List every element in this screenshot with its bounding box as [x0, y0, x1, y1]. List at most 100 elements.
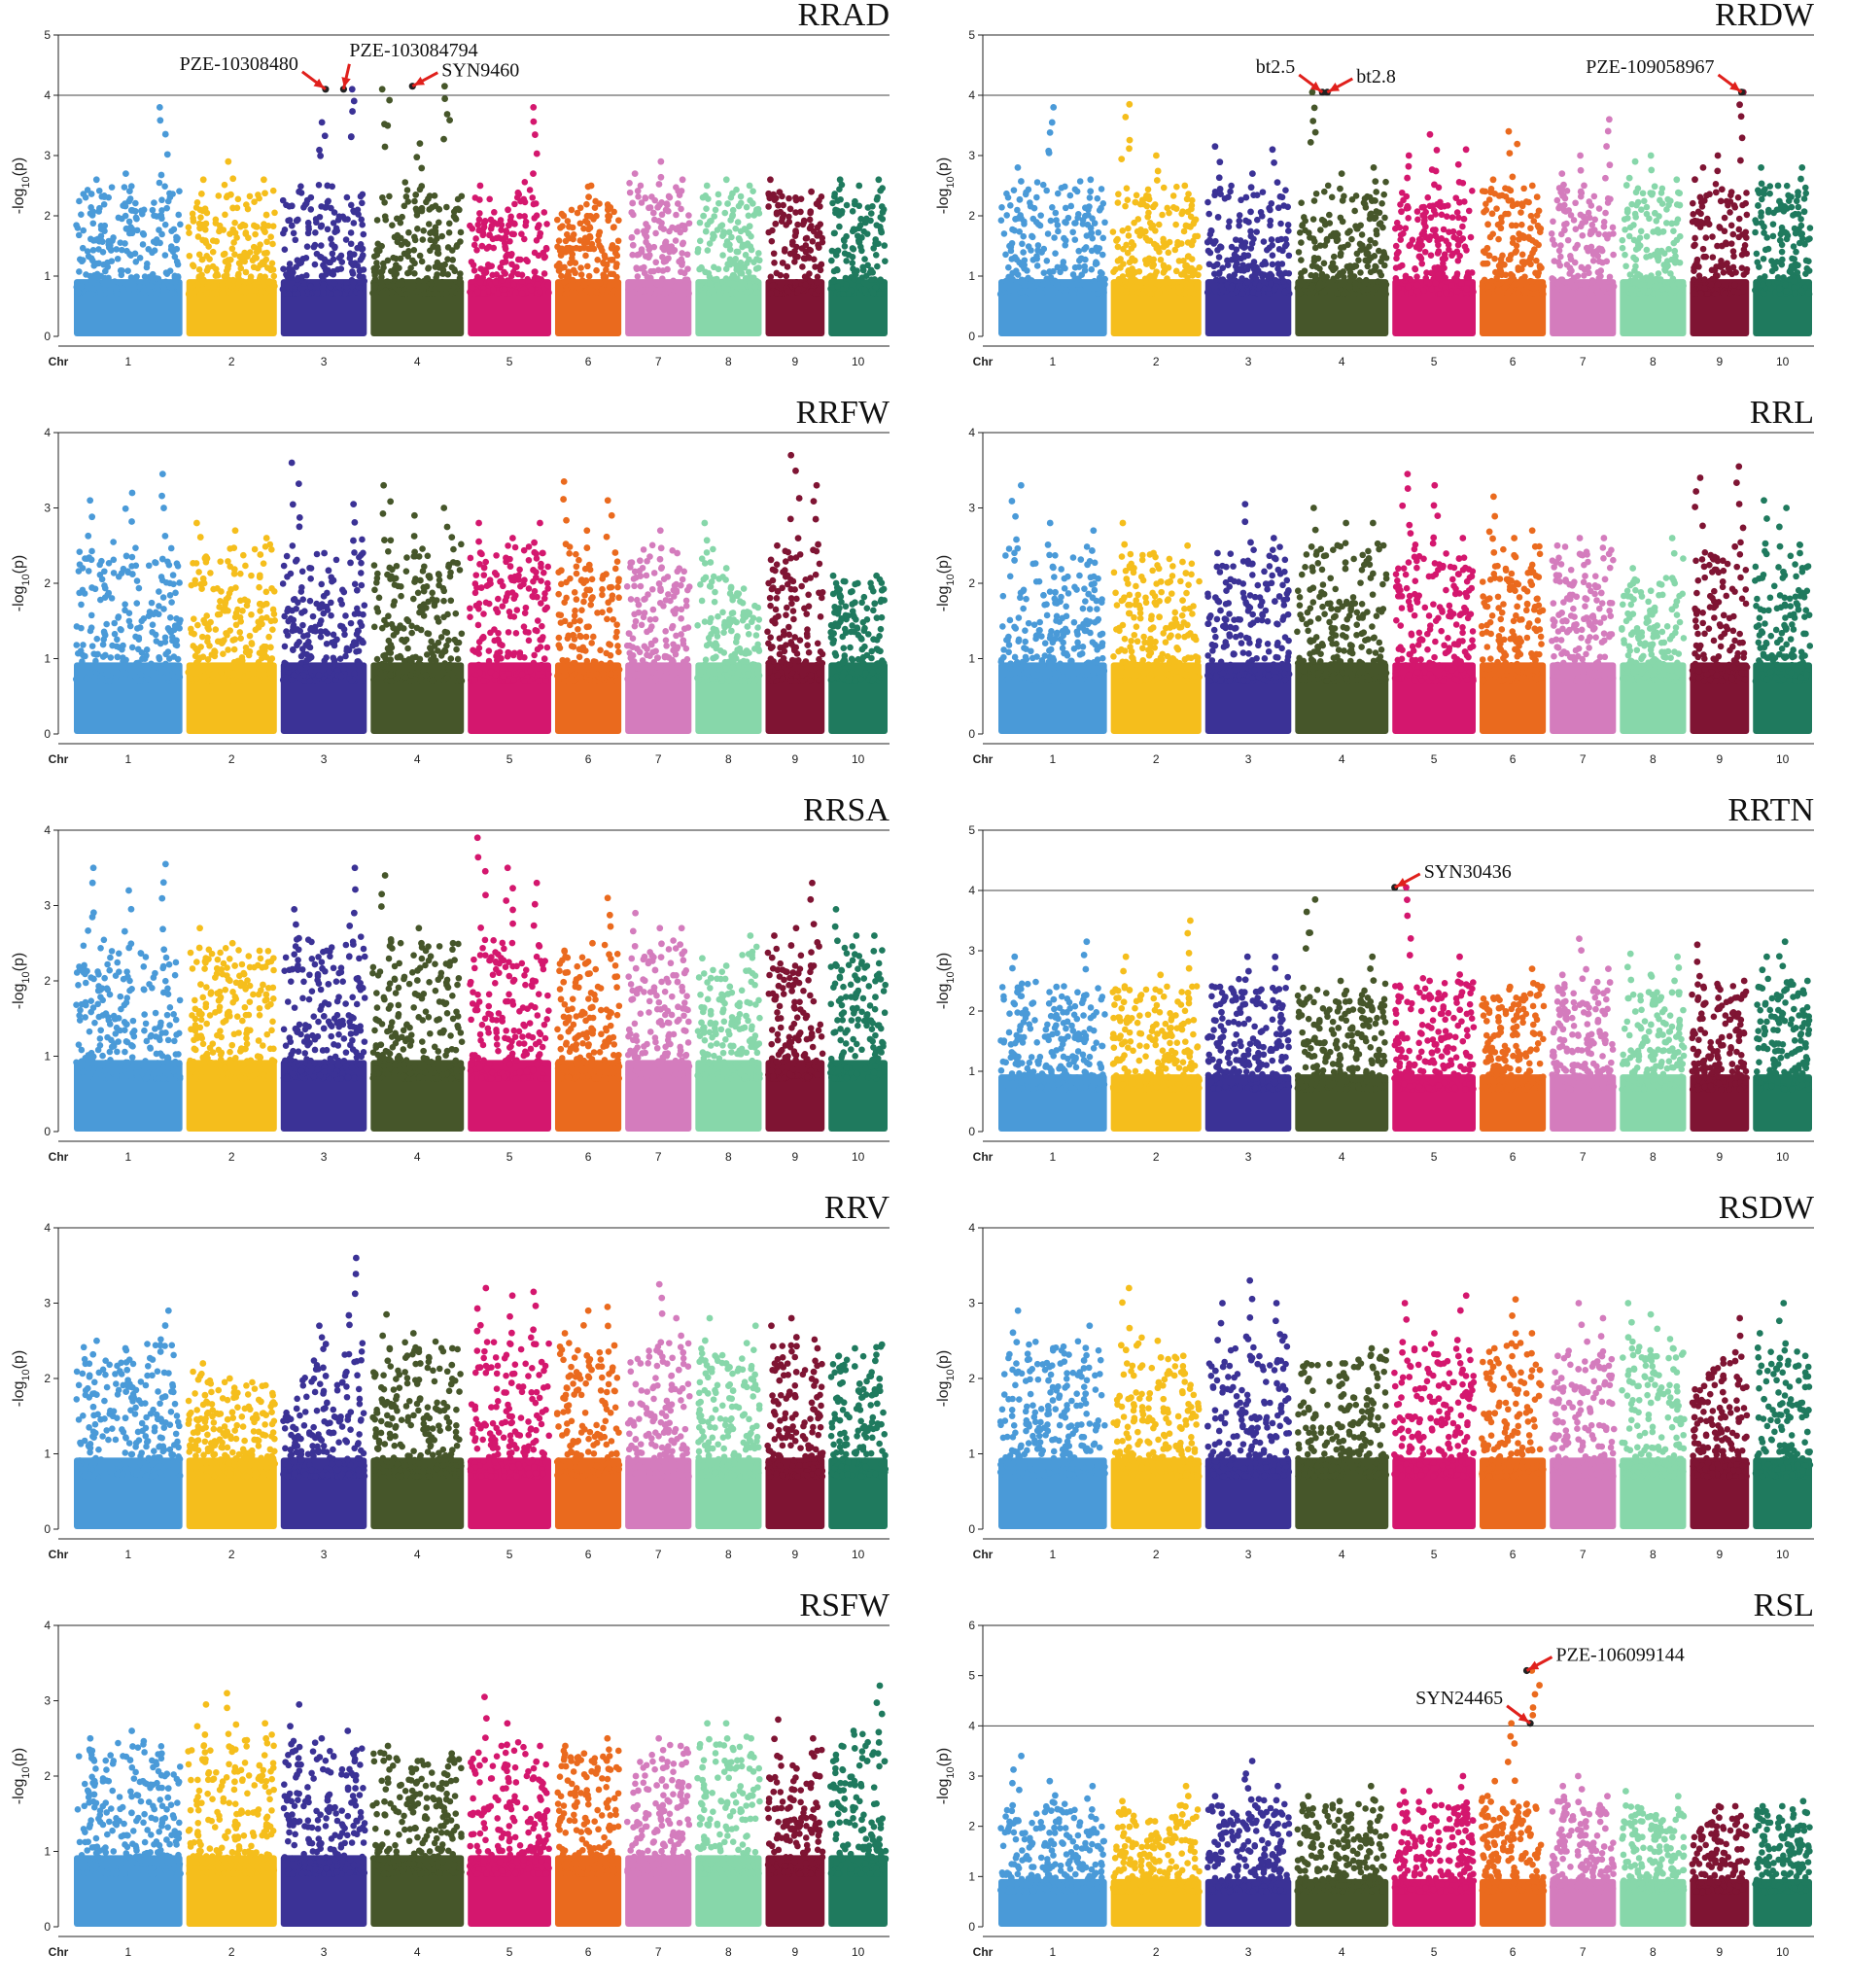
- snp-point: [634, 188, 642, 194]
- snp-point: [1521, 273, 1528, 281]
- snp-point: [1427, 214, 1435, 222]
- snp-point: [125, 218, 133, 226]
- snp-point: [1779, 256, 1786, 263]
- snp-point: [1057, 285, 1064, 292]
- snp-point: [469, 283, 476, 291]
- snp-point: [347, 240, 355, 248]
- snp-point: [423, 651, 431, 658]
- snp-point: [1330, 253, 1338, 261]
- snp-point: [1285, 252, 1293, 260]
- snp-point: [1622, 226, 1628, 233]
- snp-point: [1256, 282, 1263, 290]
- snp-point: [196, 225, 203, 231]
- peak-snp-point: [1126, 100, 1134, 108]
- snp-point: [201, 226, 209, 233]
- snp-point: [268, 545, 275, 553]
- snp-point: [1071, 236, 1079, 243]
- snp-point: [791, 258, 798, 265]
- snp-point: [371, 282, 379, 289]
- peak-snp-point: [1758, 164, 1765, 171]
- snp-point: [877, 276, 885, 283]
- snp-point: [1693, 256, 1701, 263]
- snp-point: [1507, 187, 1515, 194]
- snp-point: [1458, 280, 1465, 287]
- snp-point: [1606, 161, 1614, 169]
- snp-point: [1301, 282, 1308, 289]
- snp-point: [734, 275, 741, 282]
- snp-point: [174, 234, 181, 242]
- snp-point: [1721, 227, 1728, 235]
- snp-point: [409, 595, 417, 603]
- snp-point: [1188, 196, 1196, 204]
- snp-point: [1109, 228, 1117, 235]
- snp-point: [1376, 209, 1383, 217]
- snp-annotation-label: bt2.8: [1356, 66, 1396, 87]
- peak-snp-point: [128, 489, 136, 497]
- snp-point: [1138, 291, 1146, 297]
- snp-point: [797, 195, 805, 202]
- snp-point: [771, 260, 778, 266]
- snp-point: [342, 612, 349, 619]
- snp-point: [255, 247, 262, 254]
- snp-point: [1603, 143, 1610, 150]
- snp-point: [1029, 290, 1036, 296]
- snp-point: [211, 647, 218, 654]
- snp-point: [724, 200, 731, 207]
- snp-point: [1622, 262, 1629, 270]
- peak-snp-point: [192, 519, 200, 527]
- snp-point: [474, 288, 481, 296]
- snp-point: [1171, 246, 1179, 254]
- snp-point: [114, 636, 121, 644]
- snp-point: [712, 206, 719, 214]
- snp-point: [1752, 217, 1759, 224]
- snp-point: [1509, 202, 1517, 210]
- snp-point: [1181, 291, 1188, 297]
- peak-snp-point: [158, 471, 166, 478]
- snp-point: [350, 639, 358, 645]
- snp-point: [195, 569, 202, 575]
- snp-point: [351, 580, 359, 588]
- snp-point: [1453, 209, 1461, 216]
- snp-point: [209, 237, 217, 244]
- snp-point: [302, 255, 310, 262]
- snp-point: [1099, 200, 1107, 207]
- snp-point: [1269, 252, 1276, 260]
- snp-point: [802, 281, 809, 289]
- snp-point: [852, 197, 858, 205]
- snp-point: [1460, 215, 1468, 223]
- snp-point: [307, 575, 314, 582]
- snp-point: [1692, 217, 1698, 225]
- snp-point: [316, 146, 323, 154]
- snp-point: [1581, 272, 1587, 279]
- snp-point: [594, 257, 602, 263]
- snp-point: [1019, 240, 1026, 248]
- snp-point: [1404, 174, 1412, 182]
- snp-point: [1125, 232, 1133, 239]
- chromosome-3-points: [1204, 143, 1293, 336]
- snp-point: [374, 240, 382, 248]
- snp-point: [572, 260, 579, 266]
- snp-point: [572, 289, 579, 296]
- snp-point: [330, 271, 337, 278]
- snp-point: [1735, 233, 1743, 241]
- snp-point: [1280, 202, 1287, 209]
- snp-point: [328, 599, 334, 607]
- snp-point: [1577, 166, 1585, 174]
- snp-point: [415, 277, 422, 284]
- snp-point: [794, 221, 801, 228]
- snp-point: [1655, 290, 1661, 297]
- snp-point: [1034, 247, 1041, 254]
- snp-point: [772, 220, 780, 227]
- snp-point: [1044, 230, 1052, 237]
- snp-point: [1088, 229, 1096, 237]
- snp-point: [861, 219, 869, 227]
- snp-point: [1609, 224, 1617, 231]
- snp-point: [1770, 209, 1777, 217]
- snp-point: [133, 600, 141, 607]
- snp-point: [590, 245, 598, 253]
- snp-point: [1399, 262, 1406, 269]
- snp-point: [659, 267, 667, 274]
- snp-point: [1148, 224, 1156, 231]
- snp-point: [1675, 279, 1682, 287]
- snp-point: [312, 628, 319, 635]
